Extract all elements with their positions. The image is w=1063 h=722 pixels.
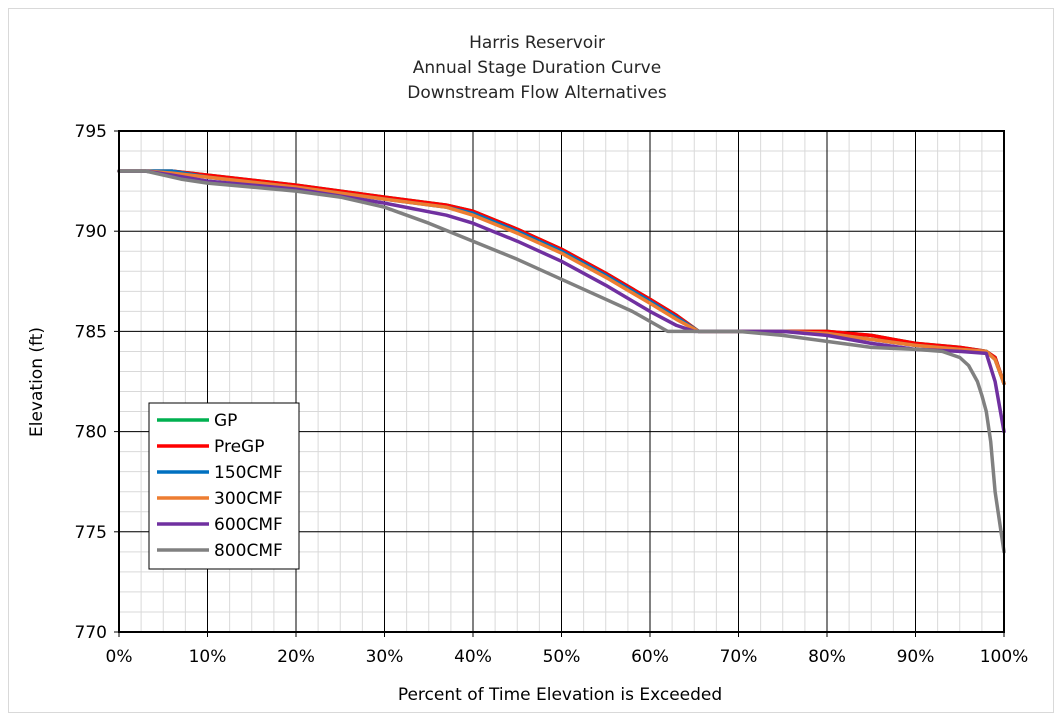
chart-title: Harris Reservoir Annual Stage Duration C… (407, 33, 667, 103)
legend: GP PreGP 150CMF 300CMF 600CMF 800CMF (148, 402, 300, 570)
series-line-800cmf (117, 169, 1006, 554)
x-tick-label: 80% (808, 647, 846, 667)
y-axis-label: Elevation (ft) (27, 327, 47, 437)
chart-title-line-2: Annual Stage Duration Curve (413, 58, 661, 78)
x-tick-label: 40% (454, 647, 492, 667)
chart-frame (8, 8, 1054, 713)
series-lines (117, 169, 1006, 554)
y-tick-label: 790 (75, 222, 107, 242)
y-tick-label: 770 (75, 623, 107, 643)
x-tick-label: 50% (543, 647, 581, 667)
chart-title-line-3: Downstream Flow Alternatives (407, 83, 667, 103)
x-tick-label: 70% (720, 647, 758, 667)
y-tick-label: 780 (75, 423, 107, 443)
x-tick-label: 100% (980, 647, 1029, 667)
legend-label-800cmf: 800CMF (214, 541, 283, 561)
legend-label-300cmf: 300CMF (214, 489, 283, 509)
x-tick-label: 20% (277, 647, 315, 667)
y-tick-label: 795 (75, 122, 107, 142)
series-line-300cmf (117, 169, 1006, 386)
x-axis-ticks: 0% 10% 20% 30% 40% 50% 60% 70% 80% 90% 100% (106, 632, 1029, 667)
y-axis-ticks: 770 775 780 785 790 795 (75, 122, 119, 643)
legend-label-pregp: PreGP (214, 437, 264, 457)
x-tick-label: 30% (366, 647, 404, 667)
legend-label-gp: GP (214, 411, 237, 431)
legend-label-150cmf: 150CMF (214, 463, 283, 483)
x-tick-label: 60% (631, 647, 669, 667)
y-tick-label: 785 (75, 322, 107, 342)
x-tick-label: 90% (897, 647, 935, 667)
x-axis-label: Percent of Time Elevation is Exceeded (398, 685, 722, 705)
legend-box (148, 402, 300, 570)
legend-label-600cmf: 600CMF (214, 515, 283, 535)
x-tick-label: 10% (189, 647, 227, 667)
chart-title-line-1: Harris Reservoir (469, 33, 605, 53)
x-tick-label: 0% (106, 647, 133, 667)
y-tick-label: 775 (75, 523, 107, 543)
